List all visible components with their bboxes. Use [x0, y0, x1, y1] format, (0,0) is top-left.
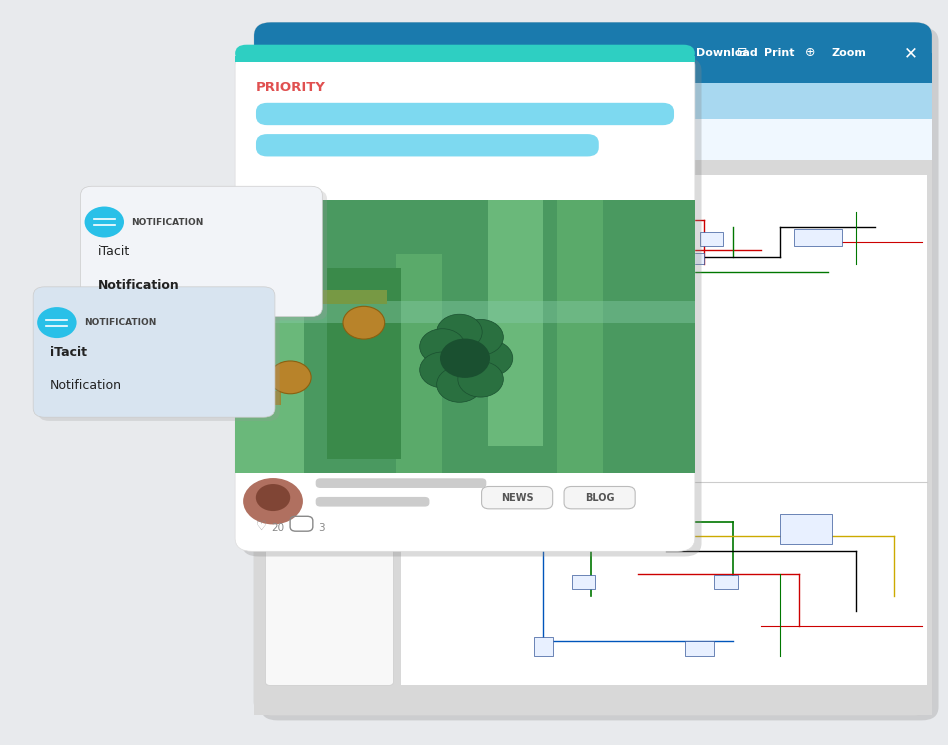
Text: 5  Passenger: 5 Passenger — [491, 142, 526, 146]
Bar — [235, 200, 695, 473]
Text: ✕: ✕ — [904, 44, 918, 62]
Text: 6  Engine cooling: 6 Engine cooling — [491, 156, 538, 161]
Bar — [586, 232, 610, 246]
FancyBboxPatch shape — [564, 486, 635, 509]
FancyBboxPatch shape — [256, 103, 674, 125]
Text: S.w  Black: S.w Black — [344, 143, 376, 148]
FancyBboxPatch shape — [254, 22, 932, 715]
Bar — [685, 641, 714, 656]
Circle shape — [440, 338, 490, 378]
Text: Zoom: Zoom — [831, 48, 866, 58]
Text: ⊕: ⊕ — [805, 46, 815, 60]
Bar — [681, 253, 704, 264]
Text: Or  Orange: Or Orange — [415, 127, 450, 131]
Text: Download: Download — [696, 48, 757, 58]
Text: 20: 20 — [271, 523, 284, 533]
Text: PRIORITY: PRIORITY — [256, 81, 326, 95]
Text: 3: 3 — [319, 523, 325, 533]
Bar — [700, 232, 723, 246]
FancyBboxPatch shape — [85, 190, 327, 320]
FancyBboxPatch shape — [38, 291, 280, 421]
Text: Notification: Notification — [50, 379, 122, 393]
Text: G/n  Green: G/n Green — [415, 143, 449, 148]
FancyBboxPatch shape — [256, 134, 599, 156]
Text: ter blower: ter blower — [420, 471, 452, 476]
Text: 16  Output amplifier: 16 Output amplifier — [629, 156, 684, 161]
Text: ∨: ∨ — [668, 95, 679, 108]
Text: ∧: ∧ — [507, 95, 518, 108]
Text: Search: Search — [622, 48, 665, 58]
Bar — [556, 200, 603, 473]
FancyBboxPatch shape — [254, 22, 932, 83]
Bar — [254, 83, 932, 119]
Bar — [235, 56, 695, 62]
FancyBboxPatch shape — [265, 175, 393, 685]
Circle shape — [458, 320, 503, 355]
Circle shape — [343, 306, 385, 339]
Bar — [235, 301, 695, 323]
Bar — [714, 575, 738, 589]
Circle shape — [242, 477, 304, 526]
Bar — [534, 637, 553, 656]
Bar — [794, 229, 842, 246]
Circle shape — [420, 352, 465, 387]
Text: 15  Starter: 15 Starter — [629, 142, 658, 146]
Bar — [529, 229, 548, 250]
Text: Typical engine cooling fan: Typical engine cooling fan — [581, 185, 663, 189]
Bar — [235, 200, 304, 473]
FancyBboxPatch shape — [242, 57, 702, 557]
Bar — [780, 514, 832, 544]
FancyBboxPatch shape — [316, 497, 429, 507]
Bar — [396, 254, 442, 473]
FancyBboxPatch shape — [33, 287, 275, 417]
Text: ⊟: ⊟ — [737, 46, 747, 60]
Text: BLOG: BLOG — [585, 492, 614, 503]
Circle shape — [458, 361, 503, 397]
FancyBboxPatch shape — [261, 28, 939, 720]
Circle shape — [437, 314, 483, 350]
Circle shape — [437, 367, 483, 402]
Text: G  Green: G Green — [273, 143, 301, 148]
Bar — [572, 575, 595, 589]
Bar — [488, 200, 543, 446]
Circle shape — [467, 340, 513, 376]
Text: ↓: ↓ — [669, 46, 680, 60]
Text: ♡: ♡ — [256, 520, 267, 533]
Circle shape — [256, 484, 290, 511]
Bar — [327, 268, 401, 460]
Circle shape — [84, 206, 124, 238]
Bar — [254, 119, 932, 160]
Text: iTacit: iTacit — [50, 346, 87, 358]
Text: E39 Wiring Diagrams (...: E39 Wiring Diagrams (... — [299, 45, 508, 60]
Text: Page 3 of 10: Page 3 of 10 — [554, 96, 632, 107]
Text: NEWS: NEWS — [501, 492, 534, 503]
FancyBboxPatch shape — [81, 186, 322, 317]
FancyBboxPatch shape — [316, 478, 486, 488]
Text: Gr  Grey: Gr Grey — [273, 127, 300, 131]
Circle shape — [37, 307, 77, 338]
Text: NOTIFICATION: NOTIFICATION — [84, 318, 156, 327]
Circle shape — [420, 329, 465, 364]
Bar — [254, 53, 932, 83]
Text: NOTIFICATION: NOTIFICATION — [132, 218, 204, 226]
Text: 4  Alternator: 4 Alternator — [491, 127, 526, 131]
Text: iTacit: iTacit — [98, 245, 130, 258]
FancyBboxPatch shape — [235, 52, 695, 551]
Bar — [249, 391, 281, 405]
Bar — [401, 175, 927, 685]
Text: Print: Print — [764, 48, 794, 58]
Bar — [249, 290, 387, 303]
Text: 14  Alternator: 14 Alternator — [629, 127, 666, 131]
Text: Notification: Notification — [98, 279, 179, 292]
Bar — [254, 83, 932, 715]
Text: Rt  Red: Rt Red — [344, 127, 367, 131]
Text: Typical starting and charging: Typical starting and charging — [415, 185, 507, 189]
Bar — [235, 200, 695, 473]
Circle shape — [269, 361, 311, 394]
FancyBboxPatch shape — [482, 486, 553, 509]
Text: ○: ○ — [594, 46, 605, 60]
FancyBboxPatch shape — [235, 45, 695, 62]
